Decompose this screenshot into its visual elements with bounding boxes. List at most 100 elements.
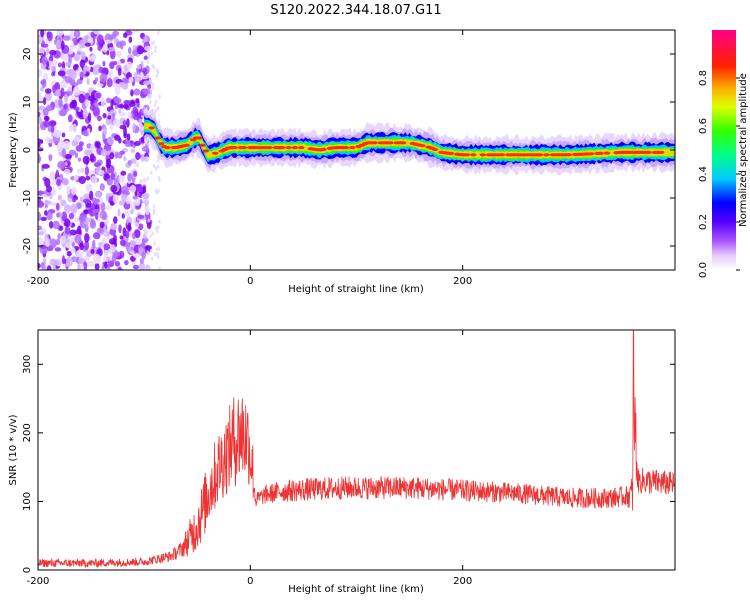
noise-blob bbox=[72, 123, 77, 133]
noise-blob bbox=[126, 118, 130, 128]
noise-blob bbox=[151, 231, 154, 236]
colorbar-gradient bbox=[712, 30, 736, 270]
snr-ticks: -200 0 200 0 100 200 300 bbox=[22, 330, 675, 587]
noise-blob bbox=[109, 152, 115, 160]
noise-blob bbox=[132, 195, 139, 200]
noise-blob bbox=[153, 49, 157, 54]
noise-blob bbox=[103, 255, 110, 263]
noise-blob bbox=[49, 258, 58, 267]
noise-blob bbox=[79, 71, 84, 78]
noise-blob bbox=[73, 53, 80, 62]
noise-blob bbox=[100, 149, 108, 157]
ridge-peak bbox=[183, 143, 190, 147]
noise-blob bbox=[134, 230, 140, 238]
noise-blob bbox=[38, 138, 42, 144]
noise-blob bbox=[119, 235, 124, 240]
noise-blob bbox=[61, 148, 67, 159]
noise-blob bbox=[82, 130, 89, 137]
noise-blob bbox=[64, 218, 71, 228]
noise-blob bbox=[86, 260, 95, 268]
noise-blob bbox=[99, 221, 105, 229]
noise-blob bbox=[157, 175, 161, 180]
noise-blob bbox=[105, 158, 112, 167]
ridge-peak bbox=[470, 153, 477, 157]
noise-blob bbox=[128, 36, 133, 44]
noise-blob bbox=[146, 59, 150, 64]
noise-blob bbox=[75, 250, 84, 258]
noise-blob bbox=[78, 93, 85, 104]
spectrogram-xlabel: Height of straight line (km) bbox=[288, 284, 424, 295]
ridge-peak bbox=[196, 136, 203, 140]
noise-blob bbox=[147, 251, 150, 256]
ridge-peak bbox=[164, 146, 171, 150]
noise-blob bbox=[118, 137, 122, 144]
noise-blob bbox=[67, 86, 74, 91]
noise-blob bbox=[110, 172, 116, 181]
noise-blob bbox=[138, 118, 143, 126]
figure-title: S120.2022.344.18.07.G11 bbox=[270, 3, 441, 18]
noise-blob bbox=[101, 237, 107, 244]
noise-blob bbox=[71, 241, 76, 248]
noise-blob bbox=[127, 111, 132, 119]
noise-blob bbox=[65, 61, 72, 66]
noise-blob bbox=[41, 78, 47, 89]
colorbar-tick-label: 0.2 bbox=[698, 214, 709, 230]
ridge-peak bbox=[400, 141, 407, 145]
noise-blob bbox=[151, 82, 155, 87]
spectrogram-y-tick-label: 20 bbox=[22, 48, 33, 61]
noise-blob bbox=[56, 39, 61, 49]
noise-blob bbox=[53, 129, 62, 138]
ridge-peak bbox=[342, 146, 350, 150]
noise-blob bbox=[94, 77, 99, 82]
noise-blob bbox=[117, 67, 122, 77]
noise-blob bbox=[105, 218, 109, 226]
noise-blob bbox=[48, 220, 54, 229]
noise-blob bbox=[41, 43, 49, 48]
noise-blob bbox=[96, 34, 104, 45]
noise-blob bbox=[84, 240, 90, 251]
noise-blob bbox=[97, 44, 102, 52]
noise-blob bbox=[156, 106, 159, 111]
ridge-peak bbox=[199, 143, 206, 147]
colorbar-tick-label: 0.0 bbox=[698, 262, 709, 278]
snr-x-tick-label: 0 bbox=[247, 576, 253, 587]
snr-x-tick-label: -200 bbox=[27, 576, 50, 587]
snr-xlabel: Height of straight line (km) bbox=[288, 584, 424, 595]
noise-blob bbox=[64, 75, 73, 84]
noise-blob bbox=[55, 258, 63, 267]
noise-blob bbox=[127, 159, 132, 166]
noise-blob bbox=[155, 226, 158, 231]
noise-blob bbox=[146, 221, 152, 230]
noise-blob bbox=[127, 173, 132, 182]
noise-blob bbox=[132, 106, 138, 116]
noise-blob bbox=[86, 78, 90, 86]
noise-blob bbox=[62, 35, 71, 41]
noise-blob bbox=[82, 108, 88, 119]
noise-blob bbox=[60, 40, 65, 51]
noise-blob bbox=[38, 236, 44, 246]
noise-blob bbox=[89, 152, 95, 162]
spectrogram-panel: -200 0 200 -20 -10 0 10 20 Height of straight l… bbox=[8, 29, 676, 295]
noise-blob bbox=[102, 43, 108, 53]
colorbar-label: Normalized spectral amplitude bbox=[738, 73, 749, 227]
noise-blob bbox=[95, 92, 102, 99]
colorbar-tick-label: 0.8 bbox=[698, 70, 709, 86]
noise-blob bbox=[79, 59, 86, 69]
noise-blob bbox=[132, 122, 136, 131]
noise-blob bbox=[118, 174, 126, 184]
noise-blob bbox=[106, 77, 113, 88]
noise-blob bbox=[158, 94, 161, 99]
noise-blob bbox=[84, 149, 92, 156]
noise-blob bbox=[66, 250, 72, 257]
noise-blob bbox=[132, 264, 140, 270]
ridge-peak bbox=[291, 146, 299, 150]
noise-blob bbox=[117, 103, 125, 109]
noise-blob bbox=[153, 241, 156, 246]
noise-blob bbox=[130, 89, 134, 97]
noise-blob bbox=[105, 192, 110, 201]
noise-blob bbox=[87, 36, 94, 43]
noise-blob bbox=[48, 120, 57, 127]
noise-blob bbox=[113, 251, 121, 258]
noise-blob bbox=[110, 223, 117, 231]
noise-blob bbox=[89, 54, 96, 62]
